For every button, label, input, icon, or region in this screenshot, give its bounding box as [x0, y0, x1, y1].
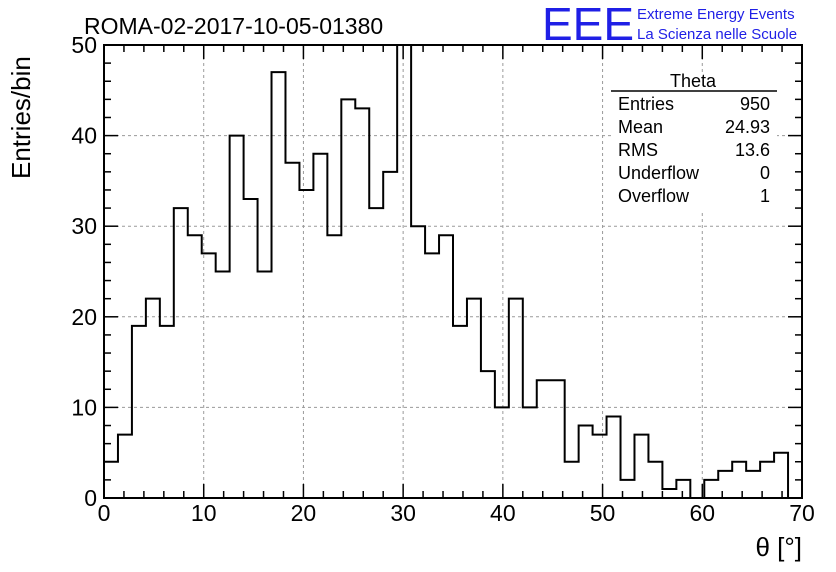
- stats-entries-value: 950: [740, 94, 770, 114]
- eee-logo-text: EEE: [542, 0, 634, 50]
- eee-logo: EEE Extreme Energy Events La Scienza nel…: [542, 0, 797, 50]
- x-tick-label: 20: [291, 500, 317, 526]
- y-tick-label: 0: [84, 485, 97, 511]
- stats-underflow-value: 0: [760, 163, 770, 183]
- stats-box-bg: [611, 72, 777, 212]
- eee-logo-line1: Extreme Energy Events: [637, 6, 795, 23]
- stats-box: Theta Entries 950 Mean 24.93 RMS 13.6 Un…: [611, 71, 777, 212]
- x-axis-label: θ [°]: [755, 532, 802, 562]
- chart-title: ROMA-02-2017-10-05-01380: [84, 13, 383, 39]
- eee-logo-line2: La Scienza nelle Scuole: [637, 26, 797, 43]
- y-tick-label: 10: [71, 394, 97, 420]
- stats-rms-value: 13.6: [735, 140, 770, 160]
- stats-mean-label: Mean: [618, 117, 663, 137]
- stats-box-name: Theta: [670, 71, 717, 91]
- stats-overflow-label: Overflow: [618, 186, 690, 206]
- x-tick-label: 10: [191, 500, 217, 526]
- x-tick-label: 0: [98, 500, 111, 526]
- stats-entries-label: Entries: [618, 94, 674, 114]
- y-tick-label: 40: [71, 123, 97, 149]
- histogram-series: [103, 44, 802, 499]
- y-axis-label: Entries/bin: [6, 56, 36, 179]
- y-tick-label: 20: [71, 304, 97, 330]
- x-tick-label: 30: [390, 500, 416, 526]
- stats-underflow-label: Underflow: [618, 163, 700, 183]
- y-tick-label: 30: [71, 213, 97, 239]
- y-tick-label: 50: [71, 32, 97, 58]
- x-tick-label: 50: [590, 500, 616, 526]
- plot-frame: [103, 44, 803, 499]
- stats-mean-value: 24.93: [725, 117, 770, 137]
- x-tick-label: 60: [689, 500, 715, 526]
- x-tick-label: 70: [789, 500, 815, 526]
- x-tick-label: 40: [490, 500, 516, 526]
- stats-overflow-value: 1: [760, 186, 770, 206]
- stats-rms-label: RMS: [618, 140, 658, 160]
